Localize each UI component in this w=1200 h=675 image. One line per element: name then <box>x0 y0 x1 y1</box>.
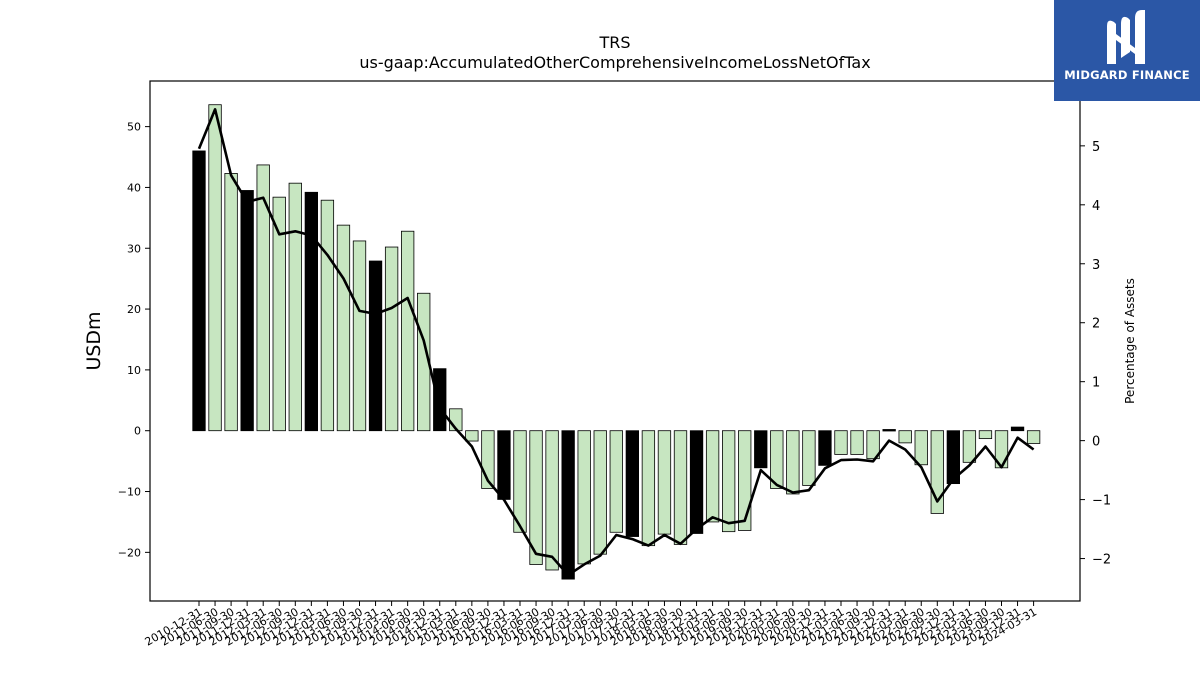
y-tick-label: 40 <box>127 181 141 194</box>
y-axis-label: USDm <box>83 311 105 370</box>
bar <box>368 260 383 432</box>
bar <box>400 230 415 432</box>
bar <box>192 150 206 432</box>
y2-tick-label: 4 <box>1092 199 1100 214</box>
bar <box>962 430 977 463</box>
bar <box>705 430 720 523</box>
bar <box>786 430 800 495</box>
bar <box>465 430 479 442</box>
line-series <box>197 108 1035 577</box>
y2-tick-label: 3 <box>1092 258 1100 273</box>
bar <box>256 164 270 432</box>
logo-text: MIDGARD FINANCE <box>1064 68 1190 82</box>
percentage-line <box>197 108 1035 577</box>
y-tick-label: −10 <box>118 486 141 499</box>
bar <box>625 430 639 537</box>
bar <box>593 430 607 555</box>
y-tick-label: 50 <box>127 121 141 134</box>
bar <box>384 246 399 432</box>
bar <box>641 430 656 547</box>
bar <box>946 430 960 485</box>
bar <box>513 430 527 533</box>
bar <box>272 196 286 432</box>
bar <box>689 430 704 534</box>
bar <box>1026 430 1041 444</box>
bar <box>834 430 848 455</box>
bar <box>577 430 591 565</box>
bar <box>240 190 254 432</box>
y2-tick-label: −1 <box>1092 494 1111 509</box>
plot-frame <box>149 80 1081 602</box>
bar <box>898 430 912 444</box>
y-tick-label: 0 <box>134 425 141 438</box>
bar <box>320 199 335 432</box>
bar <box>545 430 559 571</box>
bar <box>352 240 367 432</box>
y2-tick-label: 2 <box>1092 317 1100 332</box>
bar <box>304 191 319 432</box>
y-tick-label: 20 <box>127 303 141 316</box>
bar <box>433 368 447 432</box>
bar <box>802 430 816 486</box>
bar <box>497 430 511 500</box>
bar <box>673 430 688 545</box>
y2-tick-label: −2 <box>1092 553 1111 568</box>
bar <box>770 430 784 489</box>
bar <box>609 430 623 533</box>
y-tick-label: 10 <box>127 364 141 377</box>
bar <box>722 430 736 533</box>
bar-series <box>192 104 1041 580</box>
bar <box>866 430 880 460</box>
y-tick-label: 30 <box>127 242 141 255</box>
bar <box>754 430 768 469</box>
bar <box>657 430 672 535</box>
bar <box>529 430 543 565</box>
logo-mark-icon <box>1107 10 1145 65</box>
chart-subtitle: us-gaap:AccumulatedOtherComprehensiveInc… <box>359 53 870 72</box>
bar <box>818 430 832 466</box>
bar <box>1010 426 1025 432</box>
axes: −20−1001020304050−2−10123452010-12-31201… <box>118 80 1111 649</box>
bar <box>288 182 302 432</box>
bar <box>738 430 752 531</box>
y2-axis-label: Percentage of Assets <box>1123 278 1137 404</box>
bar <box>561 430 575 580</box>
y2-tick-label: 5 <box>1092 140 1100 155</box>
bar <box>914 430 928 466</box>
y-tick-label: −20 <box>118 546 141 559</box>
bar <box>208 104 222 432</box>
y2-tick-label: 0 <box>1092 435 1100 450</box>
brand-logo: MIDGARD FINANCE <box>1054 0 1200 101</box>
bar <box>978 430 993 440</box>
y2-tick-label: 1 <box>1092 376 1100 391</box>
bar <box>224 173 238 432</box>
chart-title: TRS <box>598 33 630 52</box>
bar <box>882 429 896 432</box>
bar <box>850 430 864 455</box>
bar <box>336 224 351 432</box>
